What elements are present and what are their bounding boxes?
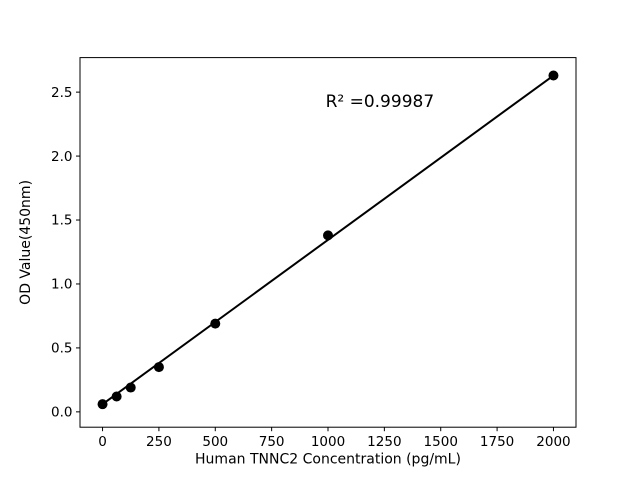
y-tick-label: 2.0	[51, 149, 72, 165]
x-tick-label: 1750	[480, 434, 514, 450]
x-tick-label: 1500	[424, 434, 458, 450]
y-tick-label: 2.5	[51, 85, 72, 101]
y-tick-label: 1.0	[51, 277, 72, 293]
y-tick-label: 0.5	[51, 341, 72, 357]
data-point	[210, 318, 221, 329]
x-tick-label: 1000	[311, 434, 345, 450]
x-tick-label: 750	[259, 434, 285, 450]
data-point	[548, 70, 559, 81]
x-tick-label: 2000	[536, 434, 570, 450]
data-point	[153, 362, 164, 373]
data-point	[125, 382, 136, 393]
x-tick-label: 0	[98, 434, 107, 450]
r-squared-annotation: R² =0.99987	[326, 92, 435, 112]
data-point	[323, 230, 333, 241]
x-tick-label: 500	[202, 434, 228, 450]
x-axis-label: Human TNNC2 Concentration (pg/mL)	[195, 452, 461, 468]
data-point	[97, 399, 108, 410]
y-axis-label: OD Value(450nm)	[18, 180, 34, 305]
y-tick-label: 1.5	[51, 213, 72, 229]
data-point	[111, 391, 122, 402]
y-tick-label: 0.0	[51, 405, 72, 421]
x-tick-label: 250	[146, 434, 172, 450]
x-tick-label: 1250	[367, 434, 401, 450]
